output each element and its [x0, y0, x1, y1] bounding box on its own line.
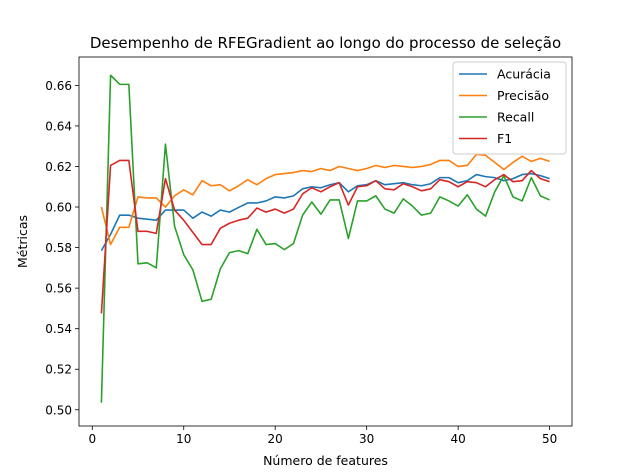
series-line-precisao [100, 153, 550, 246]
x-tick-label: 0 [88, 432, 96, 446]
x-tick-label: 10 [176, 432, 191, 446]
y-tick-label: 0.64 [45, 119, 72, 133]
y-tick-label: 0.58 [45, 241, 72, 255]
y-tick-label: 0.50 [45, 403, 72, 417]
y-tick-label: 0.54 [45, 322, 72, 336]
legend: Acurácia Precisão Recall F1 [452, 61, 567, 155]
legend-label: Precisão [497, 88, 549, 103]
x-tick-label: 50 [542, 432, 557, 446]
legend-label: Recall [497, 110, 534, 125]
x-tick-label: 40 [450, 432, 465, 446]
series-line-acuracia [100, 172, 550, 252]
y-tick-label: 0.60 [45, 201, 72, 215]
x-axis-label: Número de features [263, 453, 388, 468]
y-tick-label: 0.62 [45, 160, 72, 174]
series-line-f1 [100, 159, 550, 314]
legend-label: Acurácia [497, 67, 551, 82]
y-tick-label: 0.56 [45, 282, 72, 296]
plot-area: 0 10 20 30 40 50 0.50 0.52 0.54 0.56 0.58 0.60 0.62 0… [45, 56, 573, 446]
y-tick-label: 0.66 [45, 79, 72, 93]
chart-title: Desempenho de RFEGradient ao longo do pr… [90, 34, 561, 52]
legend-label: F1 [497, 131, 512, 146]
x-tick-label: 20 [268, 432, 283, 446]
series-line-recall [100, 74, 550, 403]
x-tick-label: 30 [359, 432, 374, 446]
axes-frame [78, 56, 573, 427]
y-tick-label: 0.52 [45, 363, 72, 377]
y-axis-label: Métricas [15, 215, 30, 268]
legend-box [452, 61, 567, 155]
